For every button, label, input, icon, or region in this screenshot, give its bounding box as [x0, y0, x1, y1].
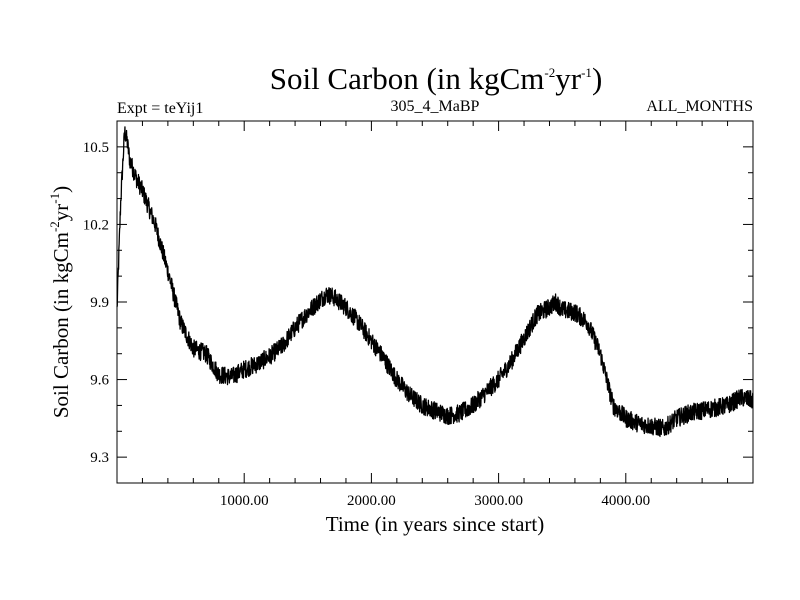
x-axis-ticks	[141, 121, 729, 483]
y-axis-label: Soil Carbon (in kgCm-2yr-1)	[47, 186, 73, 418]
y-tick-label: 10.2	[83, 217, 109, 233]
experiment-label: Expt = teYij1	[117, 100, 203, 117]
x-tick-label: 4000.00	[601, 493, 650, 509]
soil-carbon-series-line	[116, 126, 754, 438]
x-axis-tick-labels: 1000.00 2000.00 3000.00 4000.00	[220, 493, 650, 509]
months-label: ALL_MONTHS	[646, 98, 753, 115]
chart-title: Soil Carbon (in kgCm-2yr-1)	[270, 61, 603, 96]
y-axis-tick-labels: 9.3 9.6 9.9 10.2 10.5	[83, 140, 110, 466]
x-axis-label: Time (in years since start)	[326, 512, 545, 536]
y-tick-label: 9.9	[90, 295, 109, 311]
x-tick-label: 1000.00	[220, 493, 269, 509]
y-tick-label: 10.5	[83, 140, 109, 156]
y-tick-label: 9.3	[90, 450, 109, 466]
y-tick-label: 9.6	[90, 373, 109, 389]
x-tick-label: 3000.00	[474, 493, 523, 509]
period-label: 305_4_MaBP	[391, 98, 480, 115]
x-tick-label: 2000.00	[347, 493, 396, 509]
